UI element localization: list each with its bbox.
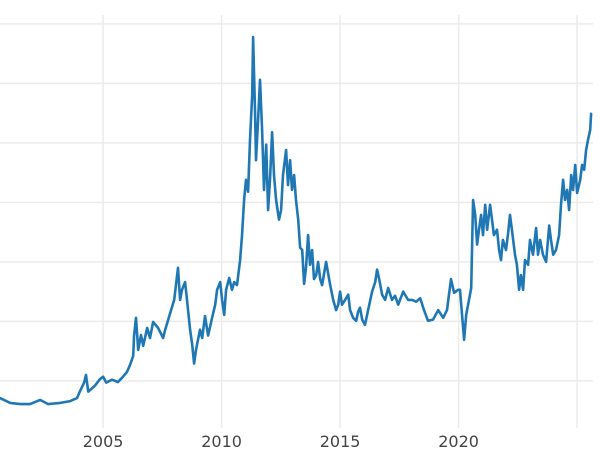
x-tick-label: 2015 xyxy=(320,432,361,450)
x-axis-tick-labels: 2005 2010 2015 2020 xyxy=(83,432,479,450)
horizontal-gridlines xyxy=(0,23,593,382)
x-tick-label: 2010 xyxy=(201,432,242,450)
x-tick-label: 2005 xyxy=(83,432,124,450)
price-series-line xyxy=(0,35,593,406)
vertical-gridlines xyxy=(102,15,578,428)
x-tick-label: 2020 xyxy=(438,432,479,450)
